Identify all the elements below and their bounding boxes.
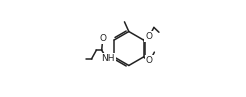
Text: O: O (145, 32, 152, 41)
Text: O: O (99, 34, 106, 43)
Text: O: O (146, 56, 153, 65)
Text: NH: NH (101, 54, 115, 63)
